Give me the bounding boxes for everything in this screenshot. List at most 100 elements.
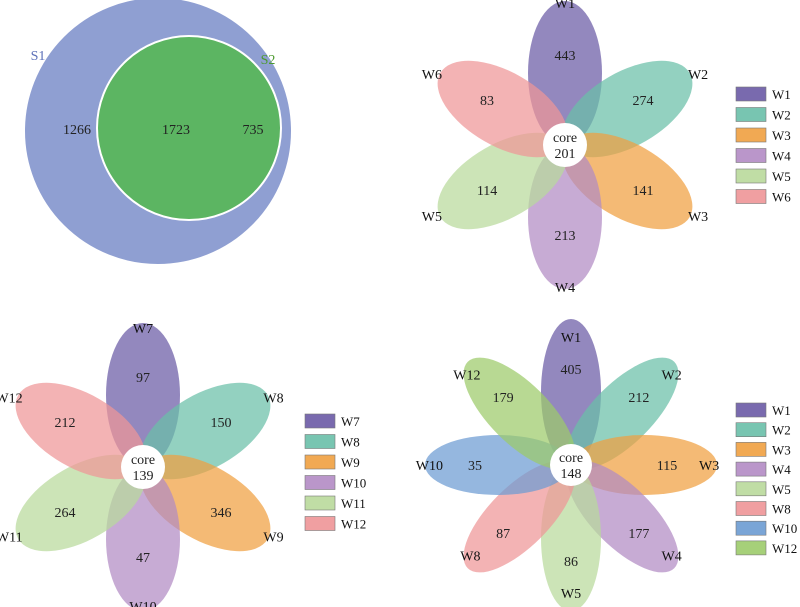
petal-value-w3: 141 xyxy=(632,184,653,199)
petal-label-w1: W1 xyxy=(555,0,575,12)
legend: W7 W8 W9 W10 W11 W12 xyxy=(304,413,366,532)
legend-swatch-w6 xyxy=(735,189,767,204)
petal-label-w6: W6 xyxy=(422,68,442,83)
petal-value-w2: 274 xyxy=(632,94,653,109)
venn-diagram: S1 S2 1266 1723 735 xyxy=(23,0,293,266)
petal-w2 xyxy=(566,357,679,470)
petal-value-w9: 346 xyxy=(210,506,231,521)
petal-label-w10: W10 xyxy=(416,459,443,474)
petal-label-w2: W2 xyxy=(662,368,682,383)
legend-label-w4: W4 xyxy=(772,149,791,164)
legend-swatch-w5 xyxy=(735,168,767,184)
petal-label-w11: W11 xyxy=(0,531,23,546)
petal-label-w10: W10 xyxy=(129,600,156,607)
legend-swatch-w1 xyxy=(735,86,767,102)
petal-label-w8: W8 xyxy=(460,550,480,565)
legend-label-w10: W10 xyxy=(341,476,366,491)
legend-swatch-w7 xyxy=(304,413,336,429)
petal-value-w4: 213 xyxy=(555,229,576,244)
petal-value-w10: 47 xyxy=(136,551,150,566)
flower-diagram-eight-samples: 405 W1 212 W2 115 W3 177 W4 86 W5 87 W8 35 W10 179 W12 c… xyxy=(416,319,797,607)
petal-label-w3: W3 xyxy=(688,210,708,225)
legend-label-w12: W12 xyxy=(341,517,366,532)
legend-label-w11: W11 xyxy=(341,496,366,511)
petal-value-w7: 97 xyxy=(136,371,150,386)
legend-label-w10: W10 xyxy=(772,521,797,536)
petal-label-w4: W4 xyxy=(662,550,682,565)
legend-swatch-w8 xyxy=(735,501,767,516)
legend-label-w5: W5 xyxy=(772,169,791,184)
legend-swatch-w3 xyxy=(735,442,767,457)
venn-shared-count: 1723 xyxy=(162,123,190,138)
core-circle xyxy=(543,123,587,167)
petal-w3 xyxy=(562,132,693,230)
petal-label-w5: W5 xyxy=(422,210,442,225)
petal-value-w5: 86 xyxy=(564,555,578,570)
legend-swatch-w2 xyxy=(735,422,767,438)
legend: W1 W2 W3 W4 W5 W8 W10 W12 xyxy=(735,402,797,556)
legend-swatch-w4 xyxy=(735,461,767,477)
petal-value-w11: 264 xyxy=(55,506,76,521)
legend-label-w2: W2 xyxy=(772,108,791,123)
legend-swatch-w9 xyxy=(304,454,336,470)
legend-label-w6: W6 xyxy=(772,190,791,205)
petal-w9 xyxy=(140,454,271,552)
petal-value-w1: 443 xyxy=(555,49,576,64)
core-label: core xyxy=(131,453,155,468)
core-circle xyxy=(550,444,592,486)
legend: W1 W2 W3 W4 W5 W6 xyxy=(735,86,791,205)
legend-label-w7: W7 xyxy=(341,414,360,429)
petal-w8 xyxy=(463,460,576,573)
legend-label-w8: W8 xyxy=(772,502,791,517)
legend-swatch-w10 xyxy=(304,475,336,490)
venn-set-s1-label: S1 xyxy=(31,49,46,64)
legend-swatch-w10 xyxy=(735,520,767,536)
petal-value-w3: 115 xyxy=(657,459,677,474)
legend-label-w8: W8 xyxy=(341,435,360,450)
legend-swatch-w12 xyxy=(735,540,767,556)
petal-value-w6: 83 xyxy=(480,94,494,109)
legend-swatch-w8 xyxy=(304,434,336,449)
legend-swatch-w2 xyxy=(735,107,767,122)
petal-w6 xyxy=(437,60,568,158)
legend-swatch-w3 xyxy=(735,127,767,143)
core-label: core xyxy=(553,131,577,146)
petal-value-w8: 150 xyxy=(210,416,231,431)
petal-w4 xyxy=(566,460,679,573)
venn-only-s2-count: 735 xyxy=(243,123,264,138)
core-value: 139 xyxy=(133,469,154,484)
petal-label-w7: W7 xyxy=(133,322,153,337)
petal-label-w9: W9 xyxy=(263,531,283,546)
petal-label-w4: W4 xyxy=(555,281,575,296)
petal-value-w8: 87 xyxy=(496,527,510,542)
venn-set-s2-label: S2 xyxy=(261,53,276,68)
legend-label-w1: W1 xyxy=(772,87,791,102)
core-value: 148 xyxy=(561,467,582,482)
petal-value-w12: 212 xyxy=(55,416,76,431)
legend-label-w3: W3 xyxy=(772,442,791,457)
petal-value-w10: 35 xyxy=(468,459,482,474)
legend-label-w9: W9 xyxy=(341,455,360,470)
petal-label-w12: W12 xyxy=(0,392,23,407)
legend-label-w3: W3 xyxy=(772,128,791,143)
petal-label-w12: W12 xyxy=(453,368,480,383)
legend-swatch-w11 xyxy=(304,495,336,511)
petal-value-w2: 212 xyxy=(628,391,649,406)
legend-label-w4: W4 xyxy=(772,462,791,477)
legend-swatch-w1 xyxy=(735,402,767,418)
legend-label-w2: W2 xyxy=(772,423,791,438)
core-circle xyxy=(121,445,165,489)
petal-label-w2: W2 xyxy=(688,68,708,83)
petal-value-w12: 179 xyxy=(493,391,514,406)
legend-label-w1: W1 xyxy=(772,403,791,418)
petal-value-w4: 177 xyxy=(628,527,649,542)
venn-outline xyxy=(96,35,282,221)
legend-swatch-w5 xyxy=(735,481,767,497)
legend-label-w5: W5 xyxy=(772,482,791,497)
venn-only-s1-count: 1266 xyxy=(63,123,91,138)
petal-label-w5: W5 xyxy=(561,587,581,602)
petal-w12 xyxy=(15,382,146,480)
